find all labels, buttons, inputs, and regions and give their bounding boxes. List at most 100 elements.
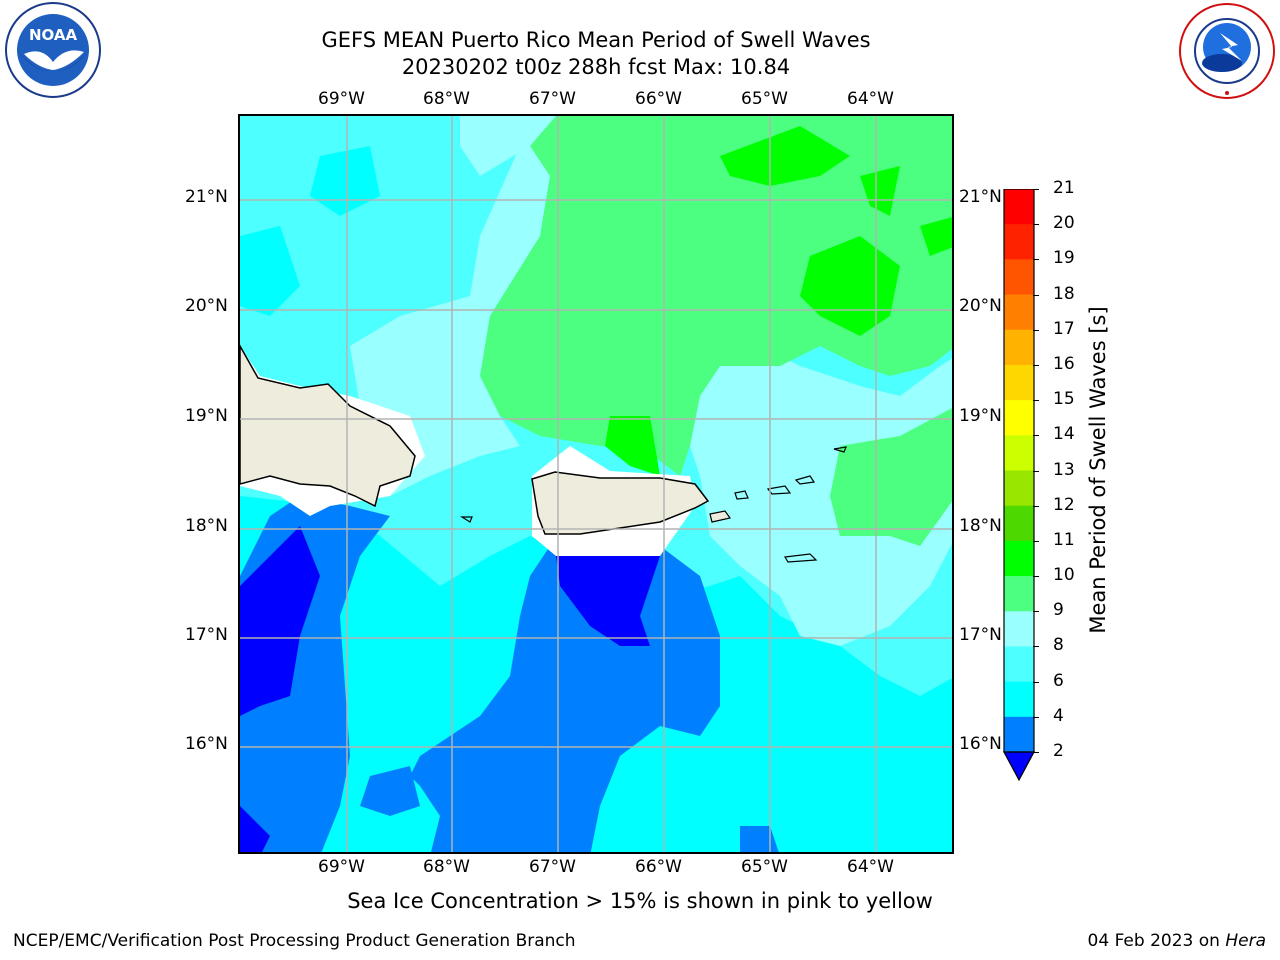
map-panel xyxy=(238,114,954,854)
svg-text:NOAA: NOAA xyxy=(29,26,78,44)
right-lat-label: 17°N xyxy=(959,625,1002,645)
colorbar-tick xyxy=(1033,681,1039,683)
colorbar-level-label: 19 xyxy=(1053,248,1075,269)
nws-logo xyxy=(1176,3,1278,99)
colorbar-tick xyxy=(1033,470,1039,472)
contour-below-2 xyxy=(240,806,270,852)
sea-ice-note: Sea Ice Concentration > 15% is shown in … xyxy=(347,889,933,913)
colorbar-band xyxy=(1004,576,1034,612)
right-lat-label: 21°N xyxy=(959,187,1002,207)
contour-below-2 xyxy=(556,556,660,646)
footer-date-text: 04 Feb 2023 on xyxy=(1087,931,1226,951)
contour-below-2 xyxy=(240,526,320,716)
colorbar-band xyxy=(1004,646,1034,683)
contour-10-11 xyxy=(860,166,900,216)
contour-9-10 xyxy=(830,408,952,546)
colorbar-tick xyxy=(1033,505,1039,507)
colorbar-tick xyxy=(1033,752,1039,753)
colorbar-tick xyxy=(1033,224,1039,226)
left-lat-label: 20°N xyxy=(185,296,228,316)
land-hispaniola xyxy=(240,344,416,508)
colorbar-tick xyxy=(1033,259,1039,261)
left-lat-label: 19°N xyxy=(185,406,228,426)
bottom-lon-label: 66°W xyxy=(635,857,682,877)
colorbar-tick xyxy=(1033,646,1039,648)
colorbar-band xyxy=(1004,540,1034,577)
colorbar-tick xyxy=(1033,294,1039,296)
colorbar xyxy=(1002,188,1036,789)
colorbar-band xyxy=(1004,470,1034,507)
contour-10-11 xyxy=(800,236,900,336)
colorbar-level-label: 4 xyxy=(1053,705,1064,726)
contour-4-6 xyxy=(310,146,380,216)
colorbar-level-label: 15 xyxy=(1053,389,1075,410)
contour-9-10 xyxy=(480,116,952,476)
contour-8-9 xyxy=(680,336,952,646)
colorbar-extension xyxy=(1002,751,1036,782)
colorbar-tick xyxy=(1033,364,1039,366)
colorbar-level-label: 21 xyxy=(1053,178,1075,198)
colorbar-band xyxy=(1004,400,1034,436)
colorbar-band xyxy=(1004,329,1034,366)
land-islet xyxy=(734,490,749,500)
contour-2-4 xyxy=(410,546,720,852)
colorbar-tick xyxy=(1033,716,1039,718)
colorbar-band xyxy=(1004,364,1034,401)
footer-branch: NCEP/EMC/Verification Post Processing Pr… xyxy=(13,931,576,951)
colorbar-level-label: 8 xyxy=(1053,635,1064,656)
top-lon-label: 65°W xyxy=(741,89,788,109)
colorbar-band xyxy=(1004,611,1034,647)
colorbar-band xyxy=(1004,259,1034,296)
bottom-lon-label: 65°W xyxy=(741,857,788,877)
colorbar-tick xyxy=(1033,189,1039,190)
top-lon-label: 66°W xyxy=(635,89,682,109)
contour-2-4 xyxy=(360,766,420,816)
left-lat-label: 18°N xyxy=(185,516,228,536)
footer-machine: Hera xyxy=(1225,931,1266,951)
right-lat-label: 19°N xyxy=(959,406,1002,426)
colorbar-level-label: 9 xyxy=(1053,600,1064,621)
chart-subtitle: 20230202 t00z 288h fcst Max: 10.84 xyxy=(401,55,791,79)
bottom-lon-label: 67°W xyxy=(529,857,576,877)
left-lat-label: 16°N xyxy=(185,734,228,754)
noaa-logo: NOAA xyxy=(2,2,104,98)
colorbar-level-label: 20 xyxy=(1053,213,1075,234)
left-lat-label: 21°N xyxy=(185,187,228,207)
land-islet xyxy=(459,516,473,523)
colorbar-tick xyxy=(1033,576,1039,578)
colorbar-tick xyxy=(1033,611,1039,613)
land-islet xyxy=(709,510,732,523)
colorbar-band xyxy=(1004,189,1034,225)
contour-2-4 xyxy=(740,826,779,852)
top-lon-label: 68°W xyxy=(423,89,470,109)
colorbar-band xyxy=(1004,294,1034,331)
colorbar-level-label: 16 xyxy=(1053,353,1075,374)
colorbar-band xyxy=(1004,681,1034,718)
land-islet xyxy=(833,446,847,453)
colorbar-tick xyxy=(1033,540,1039,542)
colorbar-band xyxy=(1004,435,1034,471)
colorbar-level-label: 6 xyxy=(1053,670,1064,691)
right-lat-label: 16°N xyxy=(959,734,1002,754)
colorbar-level-label: 18 xyxy=(1053,283,1075,304)
footer-date: 04 Feb 2023 on Hera xyxy=(1088,931,1266,951)
colorbar-tick xyxy=(1033,400,1039,402)
top-lon-label: 67°W xyxy=(529,89,576,109)
bottom-lon-label: 68°W xyxy=(423,857,470,877)
bottom-lon-label: 64°W xyxy=(847,857,894,877)
top-lon-label: 69°W xyxy=(318,89,365,109)
bottom-lon-label: 69°W xyxy=(318,857,365,877)
colorbar-level-label: 2 xyxy=(1053,741,1064,761)
left-lat-label: 17°N xyxy=(185,625,228,645)
top-lon-label: 64°W xyxy=(847,89,894,109)
colorbar-title: Mean Period of Swell Waves [s] xyxy=(1086,306,1110,634)
right-lat-label: 20°N xyxy=(959,296,1002,316)
chart-title: GEFS MEAN Puerto Rico Mean Period of Swe… xyxy=(321,28,871,52)
colorbar-tick xyxy=(1033,435,1039,437)
colorbar-level-label: 14 xyxy=(1053,424,1075,445)
land-islet xyxy=(794,475,816,485)
right-lat-label: 18°N xyxy=(959,516,1002,536)
contour-10-11 xyxy=(605,416,660,476)
colorbar-level-label: 11 xyxy=(1053,529,1075,550)
colorbar-level-label: 17 xyxy=(1053,318,1075,339)
